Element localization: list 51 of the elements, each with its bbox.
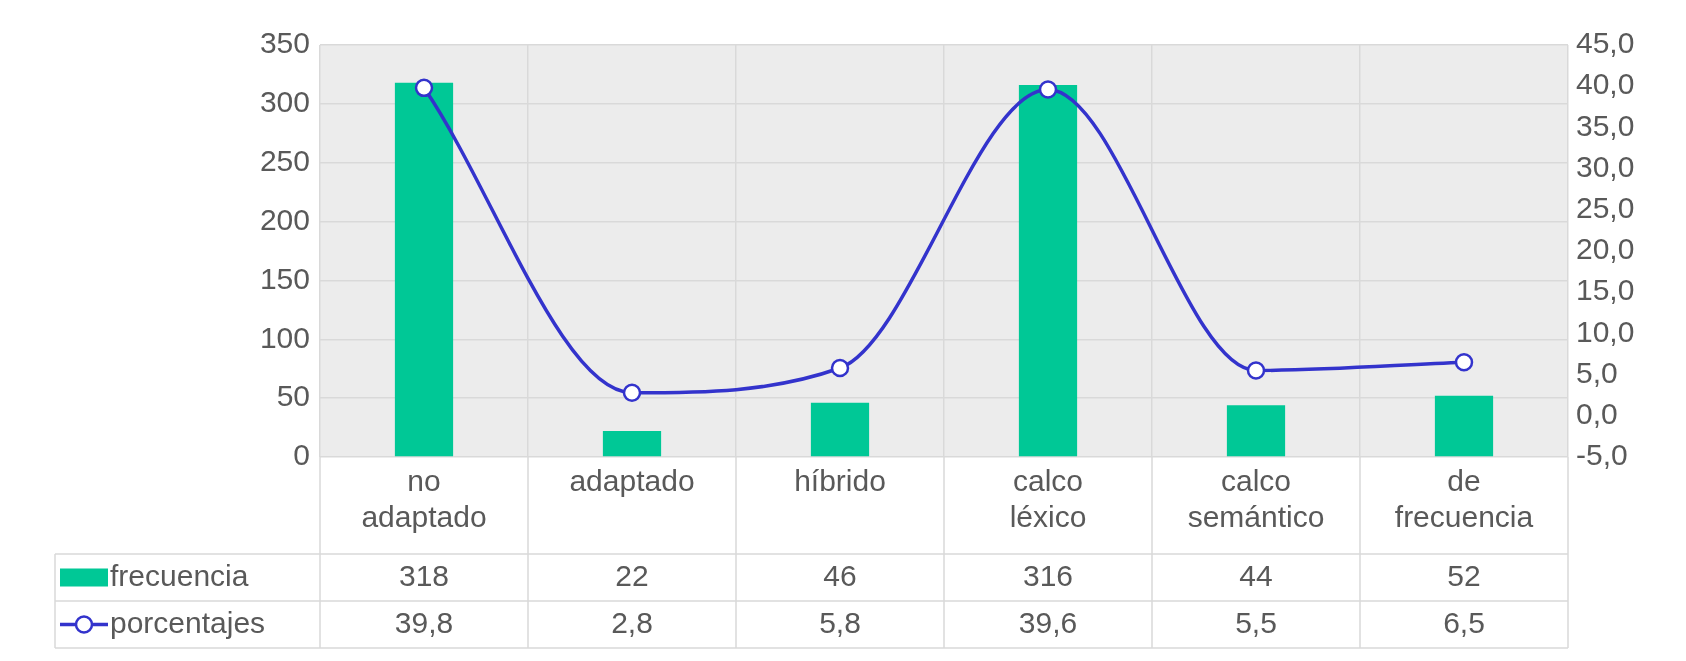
data-label: 316: [1022, 558, 1074, 592]
bar: [810, 402, 870, 457]
data-label: 318: [398, 558, 450, 592]
point: [622, 383, 642, 402]
y2-tick-label: 5,0: [1576, 355, 1618, 389]
y-tick-label: 0: [293, 438, 310, 472]
point: [1038, 80, 1058, 99]
x-tick-label: calco léxico: [1009, 464, 1087, 534]
y2-tick-label: 15,0: [1576, 273, 1635, 307]
y2-tick-label: 20,0: [1576, 232, 1635, 266]
y-tick-label: 100: [259, 320, 310, 354]
point: [830, 358, 850, 378]
bar: [1226, 405, 1286, 457]
bar: [1018, 85, 1078, 457]
bar: [1434, 395, 1494, 457]
data-label: 44: [1239, 558, 1273, 592]
y2-tick-label: 45,0: [1576, 26, 1635, 60]
data-label: 39,6: [1018, 605, 1078, 639]
point: [1246, 361, 1266, 380]
bar: [602, 431, 662, 457]
y2-tick-label: 0,0: [1576, 397, 1618, 431]
y-tick-label: 50: [276, 379, 310, 413]
point: [1454, 352, 1474, 372]
x-tick-label: calco semántico: [1187, 464, 1325, 534]
y-tick-label: 250: [259, 143, 310, 177]
y2-tick-label: 25,0: [1576, 191, 1635, 225]
y2-tick-label: -5,0: [1576, 438, 1628, 472]
bar: [394, 82, 454, 457]
data-label: 5,5: [1235, 605, 1277, 639]
data-label: 52: [1447, 558, 1481, 592]
data-label: 6,5: [1443, 605, 1485, 639]
data-label: 46: [823, 558, 857, 592]
x-tick-label: no adaptado: [361, 464, 487, 534]
data-label: 39,8: [394, 605, 454, 639]
point: [414, 78, 434, 98]
data-label: 22: [615, 558, 649, 592]
y2-tick-label: 10,0: [1576, 314, 1635, 348]
x-tick-label: híbrido: [794, 464, 886, 498]
y-tick-label: 200: [259, 202, 310, 236]
data-label: 2,8: [611, 605, 653, 639]
y2-tick-label: 40,0: [1576, 67, 1635, 101]
y2-tick-label: 35,0: [1576, 108, 1635, 142]
y-tick-label: 350: [259, 26, 310, 60]
legend-label: frecuencia: [110, 558, 249, 592]
y-tick-label: 300: [259, 85, 310, 119]
x-tick-label: adaptado: [569, 464, 695, 498]
y2-tick-label: 30,0: [1576, 149, 1635, 183]
y-tick-label: 150: [259, 261, 310, 295]
legend-label: porcentajes: [110, 605, 266, 639]
x-tick-label: de frecuencia: [1394, 464, 1534, 534]
data-label: 5,8: [819, 605, 861, 639]
